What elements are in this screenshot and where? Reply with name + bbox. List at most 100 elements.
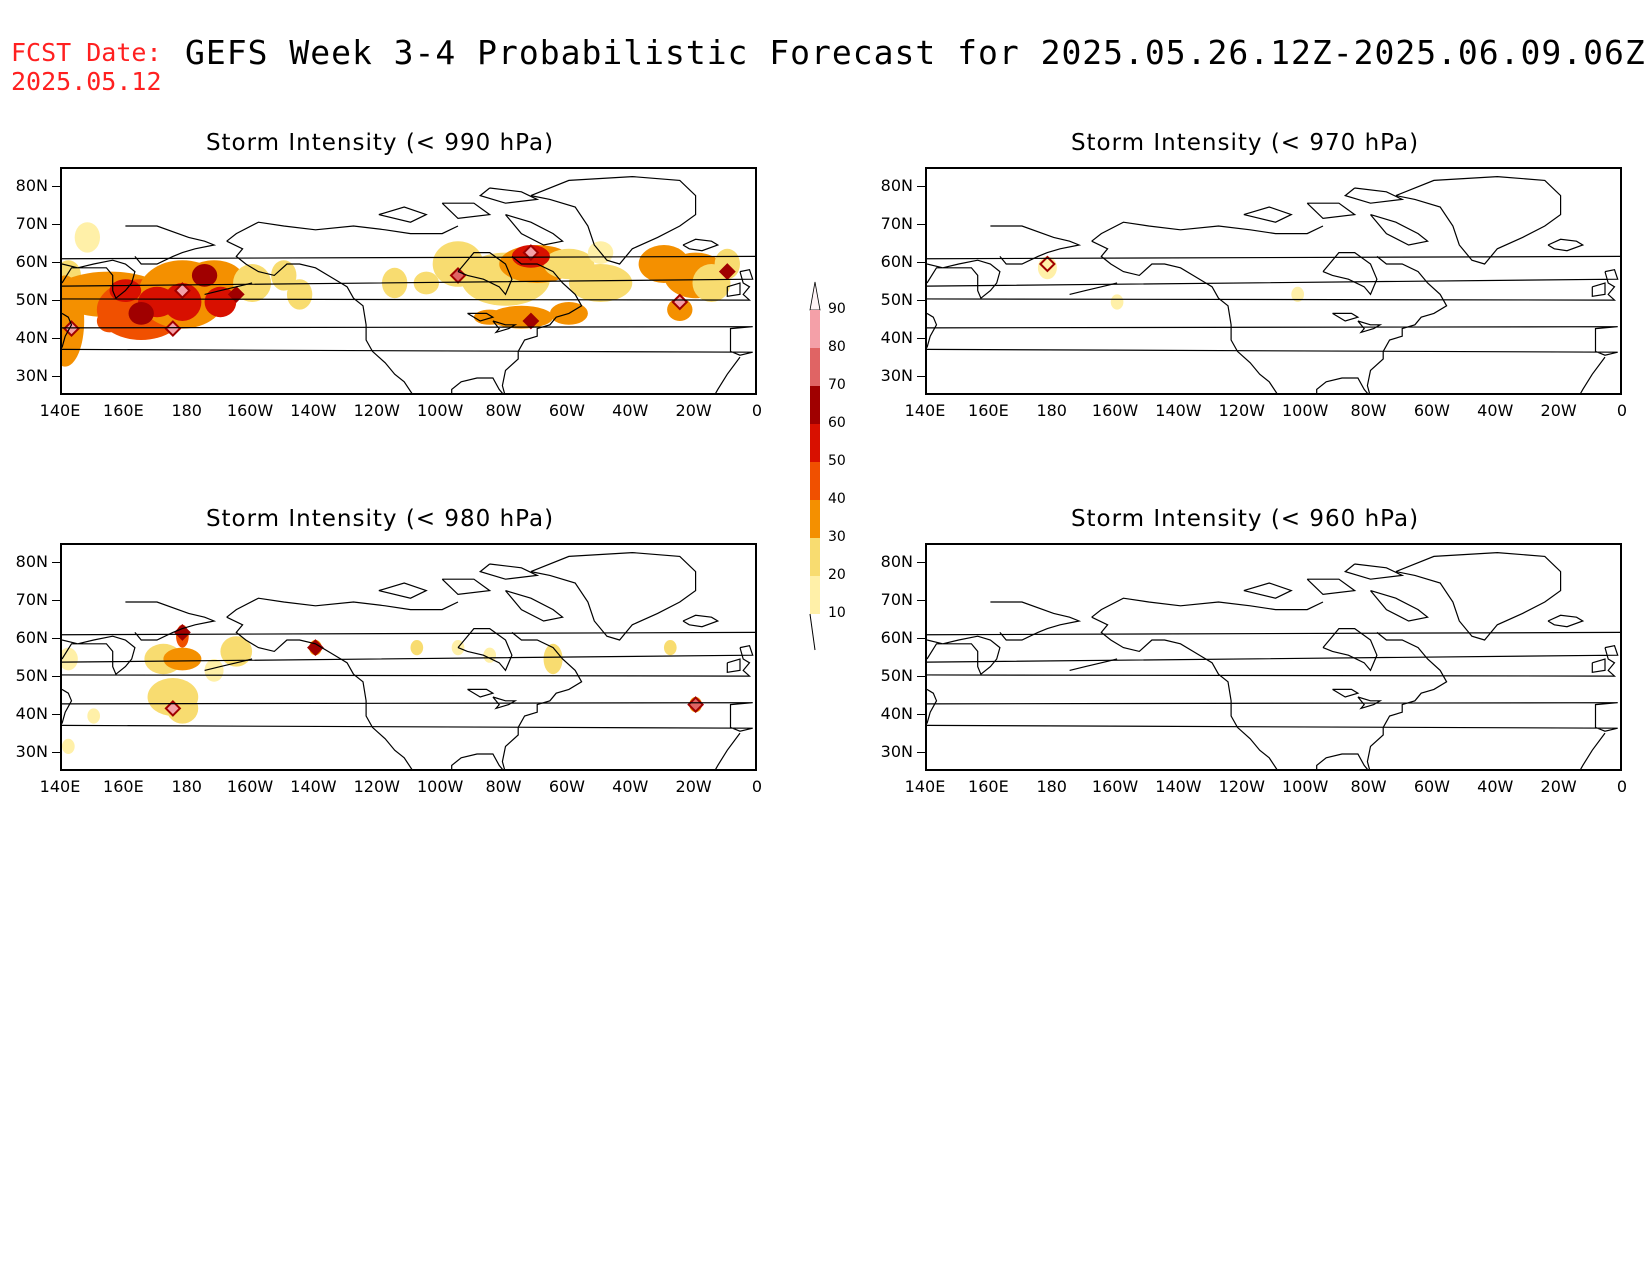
colorbar-segment <box>810 386 820 424</box>
map-area <box>60 543 757 771</box>
lat-tick <box>917 262 925 263</box>
coastline <box>62 259 136 300</box>
coastline <box>467 688 495 698</box>
coastline <box>62 688 73 724</box>
coastline <box>1243 582 1293 599</box>
lat-tick-label: 70N <box>880 590 913 609</box>
coastline <box>927 645 1619 677</box>
lon-tick-label: 20W <box>1540 401 1577 420</box>
page-title: GEFS Week 3-4 Probabilistic Forecast for… <box>185 33 1646 72</box>
shaded-region <box>204 659 224 682</box>
coastline <box>1547 614 1585 628</box>
panel-title: Storm Intensity (< 990 hPa) <box>205 130 555 156</box>
coastline <box>1332 312 1360 322</box>
coastline <box>441 202 492 220</box>
coastline <box>927 312 938 348</box>
lon-tick-label: 0 <box>751 777 763 796</box>
lat-tick <box>52 638 60 639</box>
colorbar-label: 40 <box>828 491 846 507</box>
coastline <box>927 688 938 724</box>
fcst-date-value: 2025.05.12 <box>11 67 162 96</box>
lat-tick-label: 30N <box>15 366 48 385</box>
shaded-region <box>663 640 677 656</box>
map-svg <box>62 551 755 769</box>
lon-tick-label: 180 <box>171 401 202 420</box>
lon-tick-label: 180 <box>171 777 202 796</box>
coastline <box>990 225 1082 265</box>
lon-tick-label: 160E <box>103 777 144 796</box>
lat-tick-label: 70N <box>15 214 48 233</box>
coastline <box>927 326 1618 356</box>
colorbar <box>809 281 821 651</box>
lon-tick-label: 60W <box>1413 401 1450 420</box>
coastline <box>501 631 583 769</box>
probability-max-marker <box>522 244 540 262</box>
lat-tick-label: 80N <box>880 552 913 571</box>
coastline <box>1370 214 1429 246</box>
shaded-region <box>87 708 101 724</box>
probability-max-marker <box>227 285 245 303</box>
coastline <box>505 214 564 246</box>
coastline <box>927 255 1620 260</box>
coastline <box>62 255 755 260</box>
lat-tick <box>52 338 60 339</box>
coastline <box>125 225 217 265</box>
coastline <box>1243 206 1293 223</box>
lat-tick <box>917 714 925 715</box>
lat-tick <box>52 676 60 677</box>
panel-title: Storm Intensity (< 980 hPa) <box>205 506 555 532</box>
coastline <box>62 631 755 636</box>
coastline <box>467 312 495 322</box>
coastline <box>1547 238 1585 252</box>
coastline <box>457 627 513 672</box>
lon-tick-label: 120W <box>353 401 400 420</box>
panel-title: Storm Intensity (< 960 hPa) <box>1070 506 1420 532</box>
map-area <box>60 167 757 395</box>
lon-tick-label: 140W <box>290 777 337 796</box>
coastline <box>62 645 754 677</box>
coastline <box>1591 282 1606 297</box>
shaded-region <box>1291 286 1305 302</box>
lat-tick <box>917 638 925 639</box>
lat-tick-label: 60N <box>15 628 48 647</box>
coastline <box>1395 175 1562 265</box>
lat-tick-label: 40N <box>880 328 913 347</box>
lat-tick-label: 70N <box>880 214 913 233</box>
lon-tick-label: 160E <box>103 401 144 420</box>
colorbar-label: 80 <box>828 339 846 355</box>
lat-tick-label: 40N <box>15 704 48 723</box>
fcst-date-label: FCST Date: <box>11 38 162 67</box>
lat-tick-label: 30N <box>880 366 913 385</box>
shaded-region <box>483 647 497 663</box>
lon-tick-label: 80W <box>485 777 522 796</box>
coastline <box>682 614 720 628</box>
colorbar-label: 60 <box>828 415 846 431</box>
colorbar-bottom-cap <box>809 613 816 651</box>
lon-tick-label: 140E <box>904 777 946 796</box>
map-svg <box>927 551 1620 769</box>
coastline <box>726 658 741 673</box>
lon-tick-label: 40W <box>612 777 649 796</box>
lat-tick <box>917 752 925 753</box>
lon-tick-label: 100W <box>1281 777 1329 796</box>
lat-tick-label: 60N <box>15 252 48 271</box>
lat-tick-label: 30N <box>880 742 913 761</box>
coastline <box>1343 187 1405 204</box>
lon-tick-label: 20W <box>675 777 712 796</box>
coastline <box>715 356 741 393</box>
coastline <box>492 320 518 334</box>
coastline <box>505 590 564 622</box>
coastline <box>451 377 503 393</box>
coastline <box>1322 251 1378 296</box>
probability-shading <box>62 222 740 367</box>
coastline <box>226 221 459 242</box>
lon-tick-label: 140W <box>1155 777 1202 796</box>
colorbar-segment <box>810 500 820 538</box>
coastline <box>457 251 513 296</box>
shaded-region <box>163 647 202 671</box>
lon-tick-label: 60W <box>548 777 585 796</box>
lat-tick-label: 50N <box>880 290 913 309</box>
coastline <box>990 601 1082 641</box>
coastline <box>1370 590 1429 622</box>
colorbar-label: 30 <box>828 529 846 545</box>
